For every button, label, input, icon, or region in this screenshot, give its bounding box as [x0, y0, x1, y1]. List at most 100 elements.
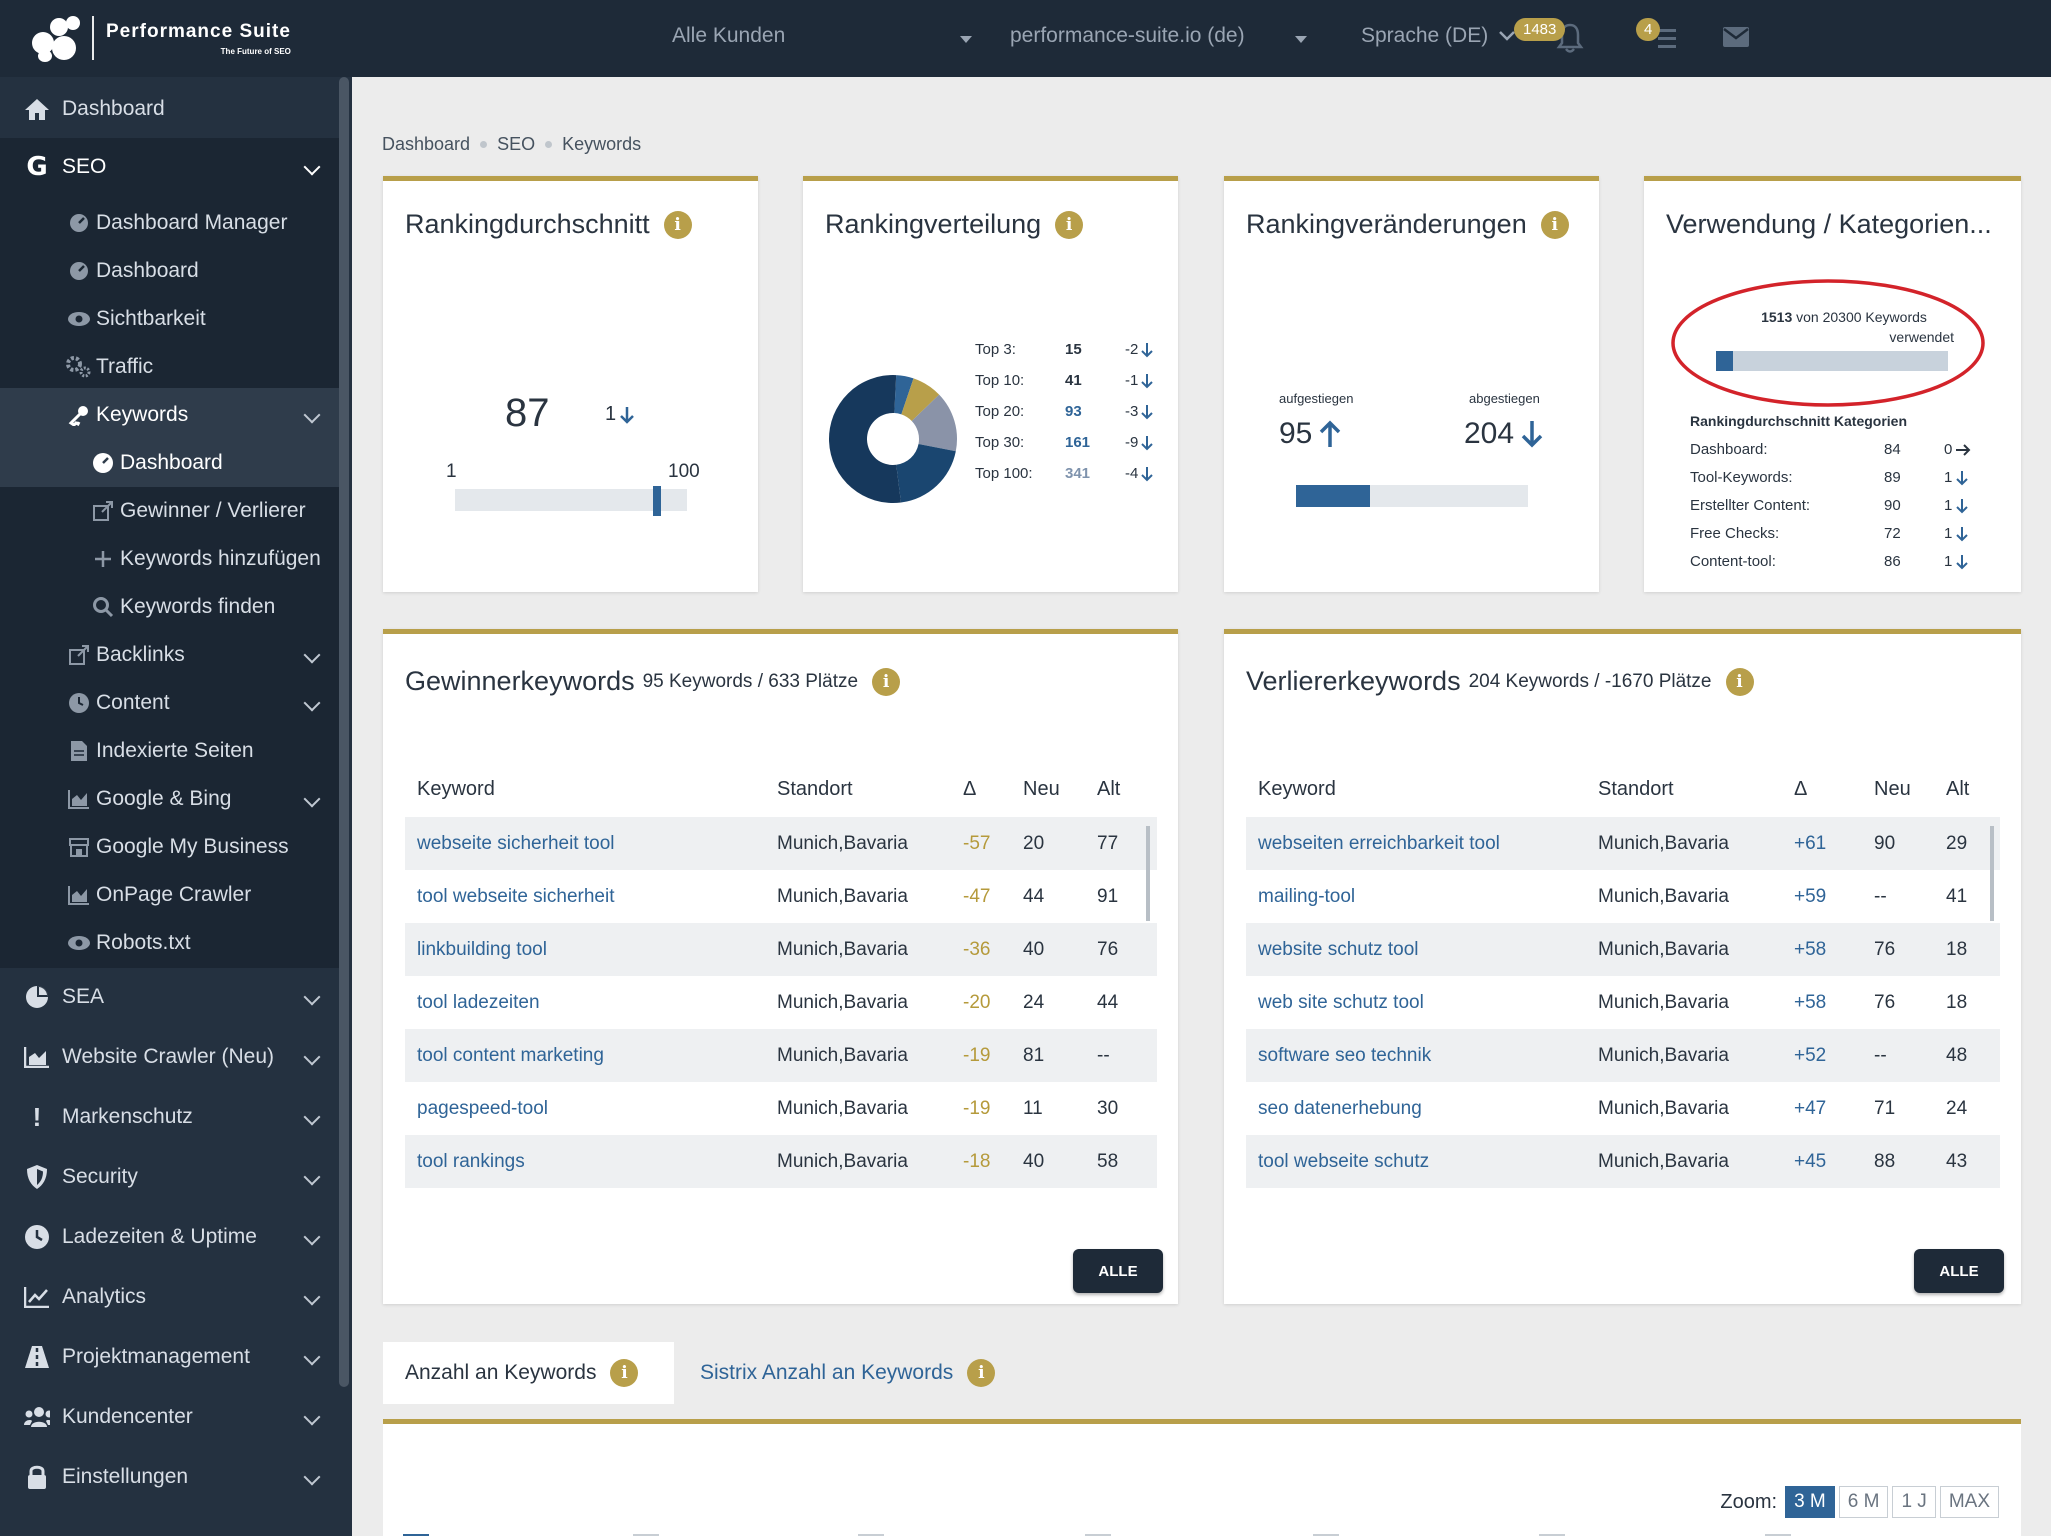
task-list-icon[interactable]: [1648, 26, 1678, 50]
keyword-link[interactable]: website schutz tool: [1246, 923, 1598, 976]
keyword-link[interactable]: tool content marketing: [405, 1029, 777, 1082]
zoom-option-button[interactable]: 6 M: [1838, 1486, 1889, 1518]
sidebar-item-dashboard-manager[interactable]: Dashboard Manager: [0, 203, 340, 243]
column-header[interactable]: Standort: [777, 777, 853, 800]
column-header[interactable]: Keyword: [1258, 777, 1336, 800]
tab-sistrix-anzahl-keywords[interactable]: Sistrix Anzahl an Keywords i: [700, 1342, 996, 1404]
sidebar-item-seo-dashboard[interactable]: Dashboard: [0, 251, 340, 291]
sidebar-item-security[interactable]: Security: [0, 1155, 340, 1199]
sidebar-item-robots-txt[interactable]: Robots.txt: [0, 923, 340, 963]
arrow-down-icon: [1141, 373, 1154, 388]
column-header[interactable]: Alt: [1097, 777, 1121, 800]
sidebar-item-einstellungen[interactable]: Einstellungen: [0, 1455, 340, 1499]
sidebar-item-analytics[interactable]: Analytics: [0, 1275, 340, 1319]
logo[interactable]: Performance Suite The Future of SEO: [28, 14, 291, 62]
scale-min: 1: [446, 461, 457, 482]
sidebar-item-indexierte-seiten[interactable]: Indexierte Seiten: [0, 731, 340, 771]
sidebar-item-website-crawler[interactable]: Website Crawler (Neu): [0, 1035, 340, 1079]
keyword-link[interactable]: tool webseite schutz: [1246, 1135, 1598, 1188]
sidebar-item-projektmanagement[interactable]: Projektmanagement: [0, 1335, 340, 1379]
table-row: tool content marketing Munich,Bavaria -19 8…: [405, 1029, 1157, 1082]
gears-icon: [66, 354, 92, 380]
sidebar-item-onpage-crawler[interactable]: OnPage Crawler: [0, 875, 340, 915]
keyword-link[interactable]: tool webseite sicherheit: [417, 885, 615, 907]
sidebar-item-sichtbarkeit[interactable]: Sichtbarkeit: [0, 299, 340, 339]
sidebar-item-label: Keywords: [96, 403, 189, 426]
sidebar-item-google-bing[interactable]: Google & Bing: [0, 779, 340, 819]
table-scrollbar[interactable]: [1990, 826, 1994, 921]
donut-slice: [894, 375, 914, 415]
table-cell: Munich,Bavaria: [1598, 1097, 1729, 1119]
column-header[interactable]: Neu: [1023, 777, 1060, 800]
usage-total: von 20300 Keywords: [1796, 309, 1927, 325]
category-value: 86: [1884, 553, 1901, 570]
sidebar-item-keywords-finden[interactable]: Keywords finden: [0, 587, 340, 627]
keyword-link[interactable]: linkbuilding tool: [405, 923, 777, 976]
column-header[interactable]: Δ: [963, 777, 977, 800]
distribution-change: -9: [1125, 434, 1139, 451]
table-row: software seo technik Munich,Bavaria +52 -- 4…: [1246, 1029, 2000, 1082]
sidebar-item-kundencenter[interactable]: Kundencenter: [0, 1395, 340, 1439]
sidebar-item-keywords-hinzufuegen[interactable]: Keywords hinzufügen: [0, 539, 340, 579]
sidebar-item-traffic[interactable]: Traffic: [0, 347, 340, 387]
info-icon[interactable]: i: [1725, 667, 1754, 696]
sidebar-item-keywords[interactable]: Keywords: [0, 395, 340, 435]
distribution-donut-chart: [828, 375, 957, 503]
keyword-link[interactable]: webseiten erreichbarkeit tool: [1246, 817, 1598, 870]
keyword-link[interactable]: software seo technik: [1246, 1029, 1598, 1082]
info-icon[interactable]: i: [610, 1359, 639, 1387]
table-row: tool ladezeiten Munich,Bavaria -20 24 44: [405, 976, 1157, 1029]
info-icon[interactable]: i: [967, 1359, 996, 1387]
keyword-link[interactable]: tool ladezeiten: [417, 991, 540, 1013]
chevron-down-icon: [303, 1288, 321, 1306]
table-scrollbar[interactable]: [1146, 826, 1150, 921]
domain-select[interactable]: performance-suite.io (de): [1010, 24, 1307, 48]
sidebar-item-content[interactable]: Content: [0, 683, 340, 723]
keyword-link[interactable]: pagespeed-tool: [417, 1097, 548, 1119]
zoom-option-button[interactable]: 3 M: [1785, 1486, 1835, 1518]
sidebar-item-dashboard[interactable]: Dashboard: [0, 87, 340, 131]
mail-icon[interactable]: [1722, 26, 1750, 48]
breadcrumb-dashboard[interactable]: Dashboard: [382, 134, 471, 154]
all-winners-button[interactable]: ALLE: [1073, 1249, 1163, 1293]
sidebar-item-ladezeiten-uptime[interactable]: Ladezeiten & Uptime: [0, 1215, 340, 1259]
sidebar-item-google-my-business[interactable]: Google My Business: [0, 827, 340, 867]
distribution-change: -1: [1125, 372, 1139, 389]
logo-subtitle: The Future of SEO: [220, 46, 291, 56]
breadcrumb-seo[interactable]: SEO: [497, 134, 536, 154]
column-header[interactable]: Keyword: [417, 777, 495, 800]
info-icon[interactable]: i: [1055, 210, 1084, 239]
keyword-link[interactable]: webseite sicherheit tool: [405, 817, 777, 870]
highlight-ellipse: [1671, 279, 1985, 407]
customer-select[interactable]: Alle Kunden: [672, 24, 972, 48]
info-icon[interactable]: i: [1540, 210, 1569, 239]
sidebar-item-seo[interactable]: G SEO: [0, 145, 340, 189]
table-cell: 24: [1946, 1097, 1968, 1119]
keyword-link[interactable]: tool rankings: [405, 1135, 777, 1188]
language-select[interactable]: Sprache (DE): [1361, 24, 1516, 48]
sidebar-item-gewinner-verlierer[interactable]: Gewinner / Verlierer: [0, 491, 340, 531]
zoom-option-button[interactable]: MAX: [1939, 1486, 1999, 1518]
zoom-option-button[interactable]: 1 J: [1892, 1486, 1936, 1518]
sidebar-item-backlinks[interactable]: Backlinks: [0, 635, 340, 675]
keyword-link[interactable]: seo datenerhebung: [1258, 1097, 1422, 1119]
sidebar-item-keywords-dashboard[interactable]: Dashboard: [0, 443, 340, 483]
sidebar-item-markenschutz[interactable]: ! Markenschutz: [0, 1095, 340, 1139]
column-header[interactable]: Neu: [1874, 777, 1911, 800]
info-icon[interactable]: i: [663, 210, 692, 239]
delta-value: +45: [1794, 1135, 1874, 1188]
all-losers-button[interactable]: ALLE: [1914, 1249, 2004, 1293]
tab-anzahl-keywords[interactable]: Anzahl an Keywords i: [383, 1342, 674, 1404]
arrow-down-icon: [1141, 342, 1154, 357]
sidebar-scrollbar[interactable]: [339, 77, 349, 1387]
keyword-link[interactable]: web site schutz tool: [1258, 991, 1424, 1013]
keyword-link[interactable]: mailing-tool: [1258, 885, 1356, 907]
column-header[interactable]: Standort: [1598, 777, 1674, 800]
column-header[interactable]: Δ: [1794, 777, 1808, 800]
table-cell: Munich,Bavaria: [777, 1135, 963, 1188]
info-icon[interactable]: i: [872, 667, 901, 696]
sidebar-item-sea[interactable]: SEA: [0, 975, 340, 1019]
chevron-down-icon: [303, 790, 321, 808]
delta-value: -19: [963, 1097, 991, 1119]
column-header[interactable]: Alt: [1946, 777, 1970, 800]
